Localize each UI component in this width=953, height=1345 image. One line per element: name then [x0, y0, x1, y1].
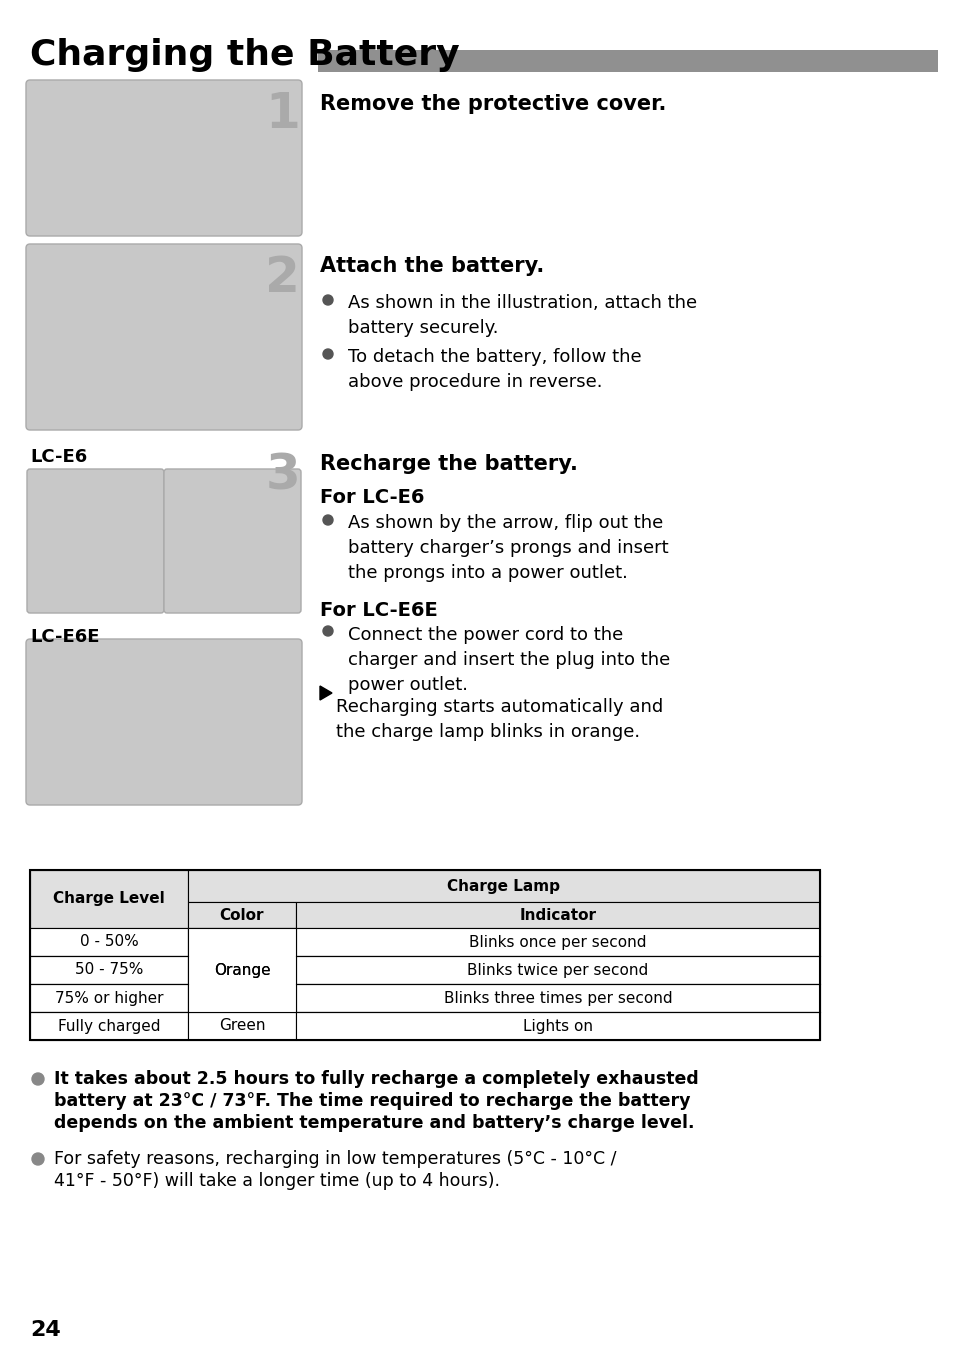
Text: Lights on: Lights on: [522, 1018, 593, 1033]
Bar: [188, 902, 295, 928]
Circle shape: [32, 1153, 44, 1165]
Text: 0 - 50%: 0 - 50%: [79, 935, 138, 950]
Text: Remove the protective cover.: Remove the protective cover.: [319, 94, 666, 114]
Bar: [188, 985, 295, 1011]
Text: depends on the ambient temperature and battery’s charge level.: depends on the ambient temperature and b…: [54, 1114, 694, 1132]
Bar: [30, 956, 188, 985]
FancyBboxPatch shape: [27, 469, 164, 613]
Text: Indicator: Indicator: [519, 908, 596, 923]
Text: It takes about 2.5 hours to fully recharge a completely exhausted: It takes about 2.5 hours to fully rechar…: [54, 1071, 698, 1088]
Text: Charge Level: Charge Level: [53, 892, 165, 907]
Text: Blinks twice per second: Blinks twice per second: [467, 963, 648, 978]
Text: Recharge the battery.: Recharge the battery.: [319, 455, 578, 473]
Text: battery at 23°C / 73°F. The time required to recharge the battery: battery at 23°C / 73°F. The time require…: [54, 1092, 690, 1110]
Bar: [188, 928, 295, 956]
Bar: [188, 1011, 295, 1040]
FancyBboxPatch shape: [164, 469, 301, 613]
Text: Fully charged: Fully charged: [58, 1018, 160, 1033]
Bar: [295, 1011, 820, 1040]
Bar: [30, 1011, 188, 1040]
Text: Orange: Orange: [213, 963, 270, 978]
Text: Green: Green: [218, 1018, 265, 1033]
Text: Recharging starts automatically and
the charge lamp blinks in orange.: Recharging starts automatically and the …: [335, 698, 662, 741]
Text: 1: 1: [265, 90, 299, 139]
Text: For LC-E6: For LC-E6: [319, 488, 424, 507]
Text: To detach the battery, follow the
above procedure in reverse.: To detach the battery, follow the above …: [348, 348, 641, 391]
Text: For LC-E6E: For LC-E6E: [319, 601, 437, 620]
Text: 2: 2: [265, 254, 299, 303]
Text: Color: Color: [219, 908, 264, 923]
Text: Blinks once per second: Blinks once per second: [469, 935, 646, 950]
Bar: [295, 956, 820, 985]
Bar: [188, 870, 820, 902]
Text: As shown in the illustration, attach the
battery securely.: As shown in the illustration, attach the…: [348, 295, 697, 338]
Text: 75% or higher: 75% or higher: [54, 990, 163, 1006]
Text: Connect the power cord to the
charger and insert the plug into the
power outlet.: Connect the power cord to the charger an…: [348, 625, 670, 694]
Bar: [30, 928, 188, 956]
Circle shape: [32, 1073, 44, 1085]
Bar: [188, 956, 295, 985]
Text: Charge Lamp: Charge Lamp: [447, 878, 560, 893]
Circle shape: [323, 295, 333, 305]
Bar: [188, 928, 295, 1011]
Circle shape: [323, 515, 333, 525]
FancyBboxPatch shape: [26, 243, 302, 430]
Bar: [30, 870, 188, 928]
Text: For safety reasons, recharging in low temperatures (5°C - 10°C /: For safety reasons, recharging in low te…: [54, 1150, 616, 1167]
Text: Attach the battery.: Attach the battery.: [319, 256, 543, 276]
Text: 3: 3: [265, 452, 299, 500]
Text: Orange: Orange: [213, 963, 270, 978]
Text: Charging the Battery: Charging the Battery: [30, 38, 459, 73]
FancyBboxPatch shape: [26, 639, 302, 806]
Circle shape: [323, 625, 333, 636]
Text: Blinks three times per second: Blinks three times per second: [443, 990, 672, 1006]
Circle shape: [323, 348, 333, 359]
Bar: [295, 985, 820, 1011]
Bar: [188, 956, 295, 985]
Text: 50 - 75%: 50 - 75%: [74, 963, 143, 978]
Bar: [295, 902, 820, 928]
Bar: [30, 870, 820, 1040]
Bar: [188, 928, 295, 956]
Polygon shape: [319, 686, 332, 699]
Bar: [188, 985, 295, 1011]
Text: As shown by the arrow, flip out the
battery charger’s prongs and insert
the pron: As shown by the arrow, flip out the batt…: [348, 514, 668, 582]
FancyBboxPatch shape: [26, 79, 302, 235]
Bar: [295, 928, 820, 956]
Text: 24: 24: [30, 1319, 61, 1340]
Text: LC-E6E: LC-E6E: [30, 628, 99, 646]
Bar: [30, 985, 188, 1011]
Bar: [317, 50, 937, 73]
Text: 41°F - 50°F) will take a longer time (up to 4 hours).: 41°F - 50°F) will take a longer time (up…: [54, 1171, 499, 1190]
Text: LC-E6: LC-E6: [30, 448, 87, 465]
